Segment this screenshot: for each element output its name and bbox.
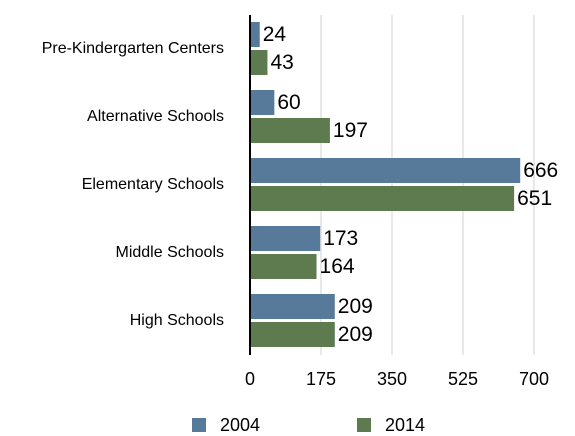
value-label: 666 [523, 159, 558, 182]
bar [250, 158, 521, 183]
x-tick-label: 525 [448, 369, 478, 389]
legend-label: 2004 [220, 415, 260, 435]
value-label: 209 [338, 323, 373, 346]
value-label: 197 [333, 119, 368, 142]
bar [250, 90, 275, 115]
legend-swatch [192, 418, 206, 432]
bar [250, 22, 260, 47]
bar [250, 226, 321, 251]
category-label: High Schools [130, 312, 224, 329]
value-label: 24 [263, 23, 287, 46]
category-label: Elementary Schools [82, 176, 224, 193]
bar [250, 118, 330, 143]
category-label: Alternative Schools [87, 108, 224, 125]
legend-swatch [357, 418, 371, 432]
x-tick-label: 175 [306, 369, 336, 389]
category-label: Middle Schools [116, 244, 225, 261]
x-tick-label: 700 [519, 369, 549, 389]
category-label: Pre-Kindergarten Centers [42, 40, 224, 57]
value-label: 164 [320, 255, 355, 278]
bar [250, 50, 268, 75]
value-label: 60 [277, 91, 300, 114]
value-label: 651 [517, 187, 552, 210]
value-label: 209 [338, 295, 373, 318]
x-tick-label: 350 [377, 369, 407, 389]
value-label: 43 [270, 51, 293, 74]
bar [250, 186, 515, 211]
bar [250, 322, 335, 347]
legend-label: 2014 [385, 415, 425, 435]
x-tick-label: 0 [245, 369, 255, 389]
value-label: 173 [323, 227, 358, 250]
bar [250, 294, 335, 319]
bar [250, 254, 317, 279]
